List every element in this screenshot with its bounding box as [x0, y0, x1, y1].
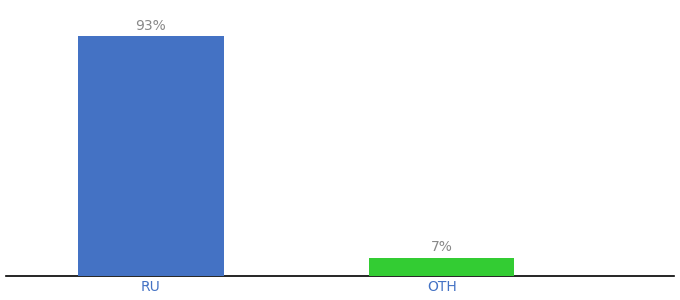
- Bar: [369, 258, 515, 276]
- Text: 93%: 93%: [135, 19, 167, 33]
- Bar: [78, 36, 224, 276]
- Text: 7%: 7%: [431, 241, 453, 254]
